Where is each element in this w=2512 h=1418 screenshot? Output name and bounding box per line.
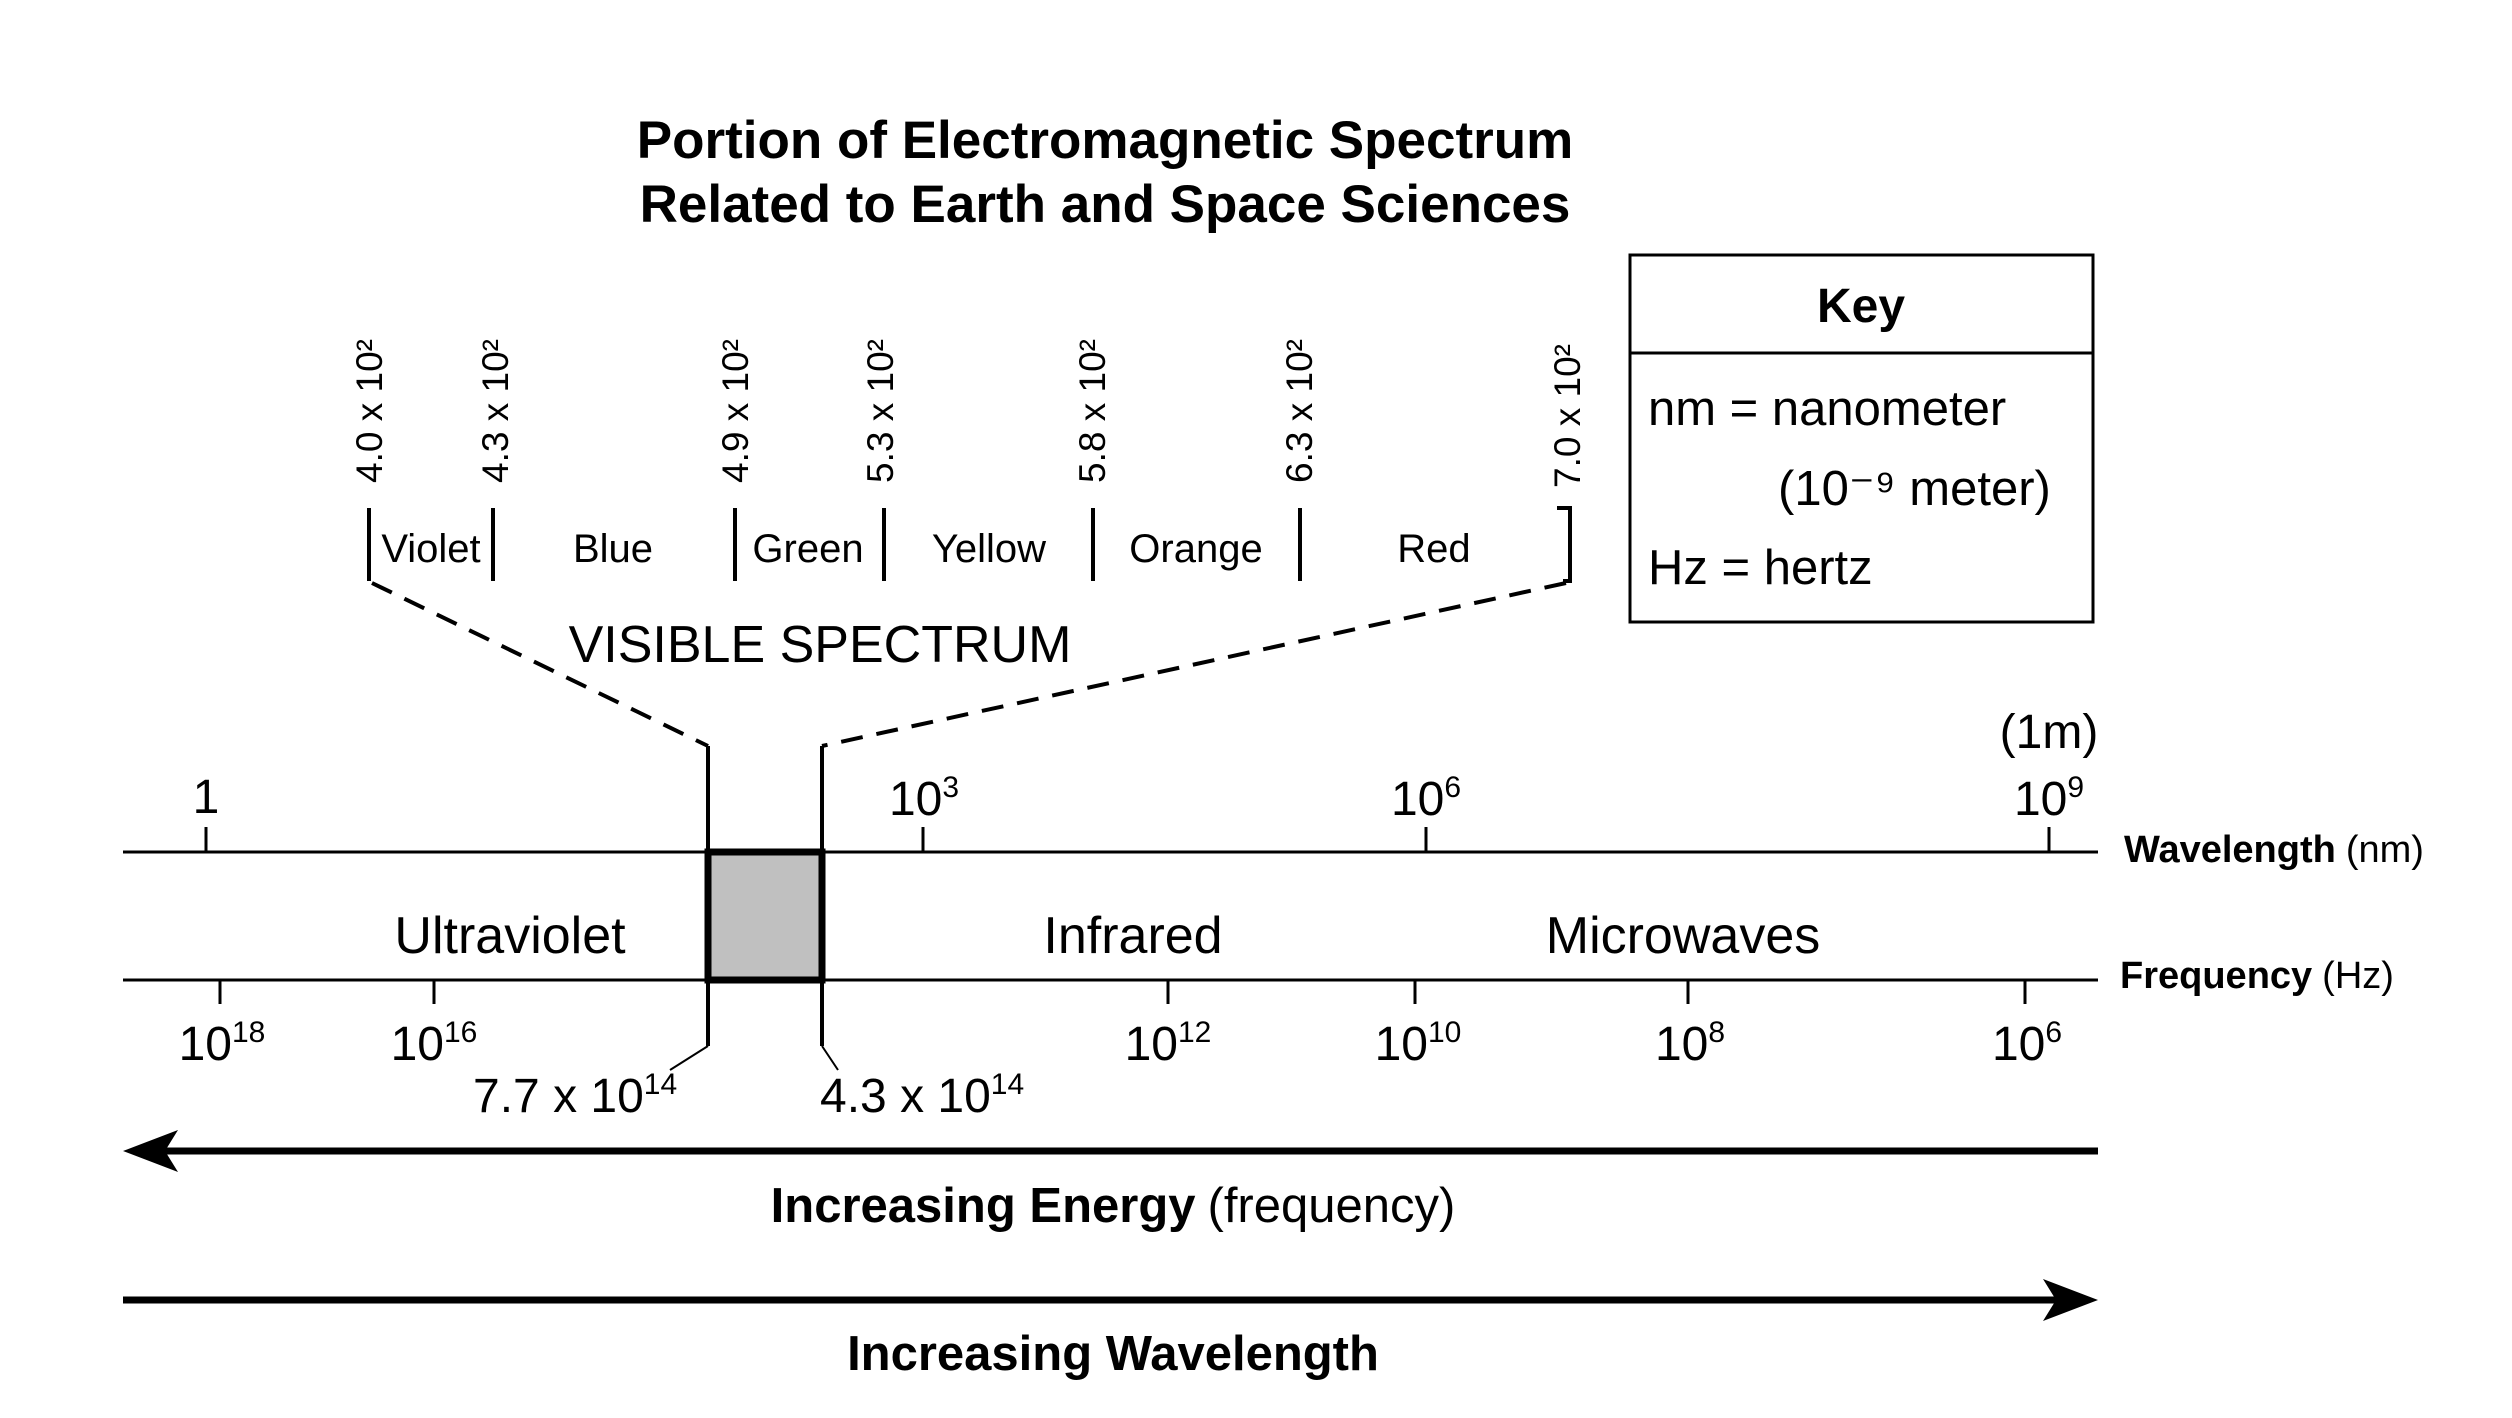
visible-frequency-bound-low: 4.3 x 1014	[820, 1068, 1024, 1123]
visible-tick-label: 4.0 x 10²	[349, 339, 390, 483]
diagram-title-line-1: Portion of Electromagnetic Spectrum	[637, 111, 1573, 170]
visible-frequency-bound-high: 7.7 x 1014	[473, 1068, 677, 1123]
visible-tick-label: 4.9 x 10²	[715, 339, 756, 483]
wavelength-tick-marks	[204, 827, 2051, 852]
visible-tick-label: 5.8 x 10²	[1072, 339, 1113, 483]
band-red: Red	[1397, 527, 1470, 571]
visible-tick-label: 4.3 x 10²	[475, 339, 516, 483]
visible-region-box	[704, 848, 826, 984]
region-microwaves: Microwaves	[1546, 907, 1821, 965]
visible-tick-label: 5.3 x 10²	[860, 339, 901, 483]
visible-band-names: Violet Blue Green Yellow Orange Red	[381, 527, 1470, 571]
key-hertz: Hz = hertz	[1648, 541, 1873, 595]
frequency-tick-label: 108	[1655, 1016, 1725, 1071]
frequency-tick-label: 1018	[179, 1016, 266, 1071]
wavelength-tick-label: 109	[2014, 771, 2084, 826]
one-meter-label: (1m)	[2000, 706, 2099, 759]
visible-zoom-connectors	[371, 581, 1567, 748]
frequency-axis-label: Frequency (Hz)	[2120, 955, 2394, 997]
band-blue: Blue	[573, 527, 653, 571]
region-ultraviolet: Ultraviolet	[394, 907, 626, 965]
diagram-title-line-2: Related to Earth and Space Sciences	[640, 175, 1571, 234]
increasing-energy-label: Increasing Energy (frequency)	[771, 1179, 1456, 1233]
frequency-tick-label: 106	[1992, 1016, 2062, 1071]
band-orange: Orange	[1129, 527, 1262, 571]
visible-spectrum-label: VISIBLE SPECTRUM	[569, 616, 1072, 674]
increasing-energy-arrow	[123, 1130, 2098, 1172]
frequency-tick-label: 1012	[1125, 1016, 1212, 1071]
wavelength-tick-label: 1	[193, 771, 220, 824]
key-nanometer: nm = nanometer	[1648, 382, 2006, 436]
wavelength-axis-label: Wavelength (nm)	[2124, 829, 2424, 871]
wavelength-tick-label: 103	[889, 771, 959, 826]
key-nanometer-value: (10⁻⁹ meter)	[1778, 462, 2051, 516]
visible-wavelength-ticks: 4.0 x 10² 4.3 x 10² 4.9 x 10² 5.3 x 10² …	[349, 339, 1588, 488]
visible-tick-label: 7.0 x 10²	[1547, 344, 1588, 488]
frequency-tick-label: 1010	[1375, 1016, 1462, 1071]
key-heading: Key	[1817, 280, 1905, 333]
increasing-wavelength-arrow	[123, 1279, 2098, 1321]
frequency-tick-marks	[218, 980, 2027, 1004]
increasing-wavelength-label: Increasing Wavelength	[847, 1327, 1379, 1381]
region-infrared: Infrared	[1043, 907, 1222, 965]
band-violet: Violet	[381, 527, 480, 571]
visible-band-dividers	[367, 506, 1572, 583]
key-box: Key nm = nanometer (10⁻⁹ meter) Hz = her…	[1628, 253, 2095, 624]
band-yellow: Yellow	[932, 527, 1046, 571]
visible-bound-leaders	[669, 1045, 839, 1071]
wavelength-tick-label: 106	[1391, 771, 1461, 826]
frequency-tick-label: 1016	[391, 1016, 478, 1071]
band-green: Green	[752, 527, 863, 571]
visible-tick-label: 6.3 x 10²	[1279, 339, 1320, 483]
